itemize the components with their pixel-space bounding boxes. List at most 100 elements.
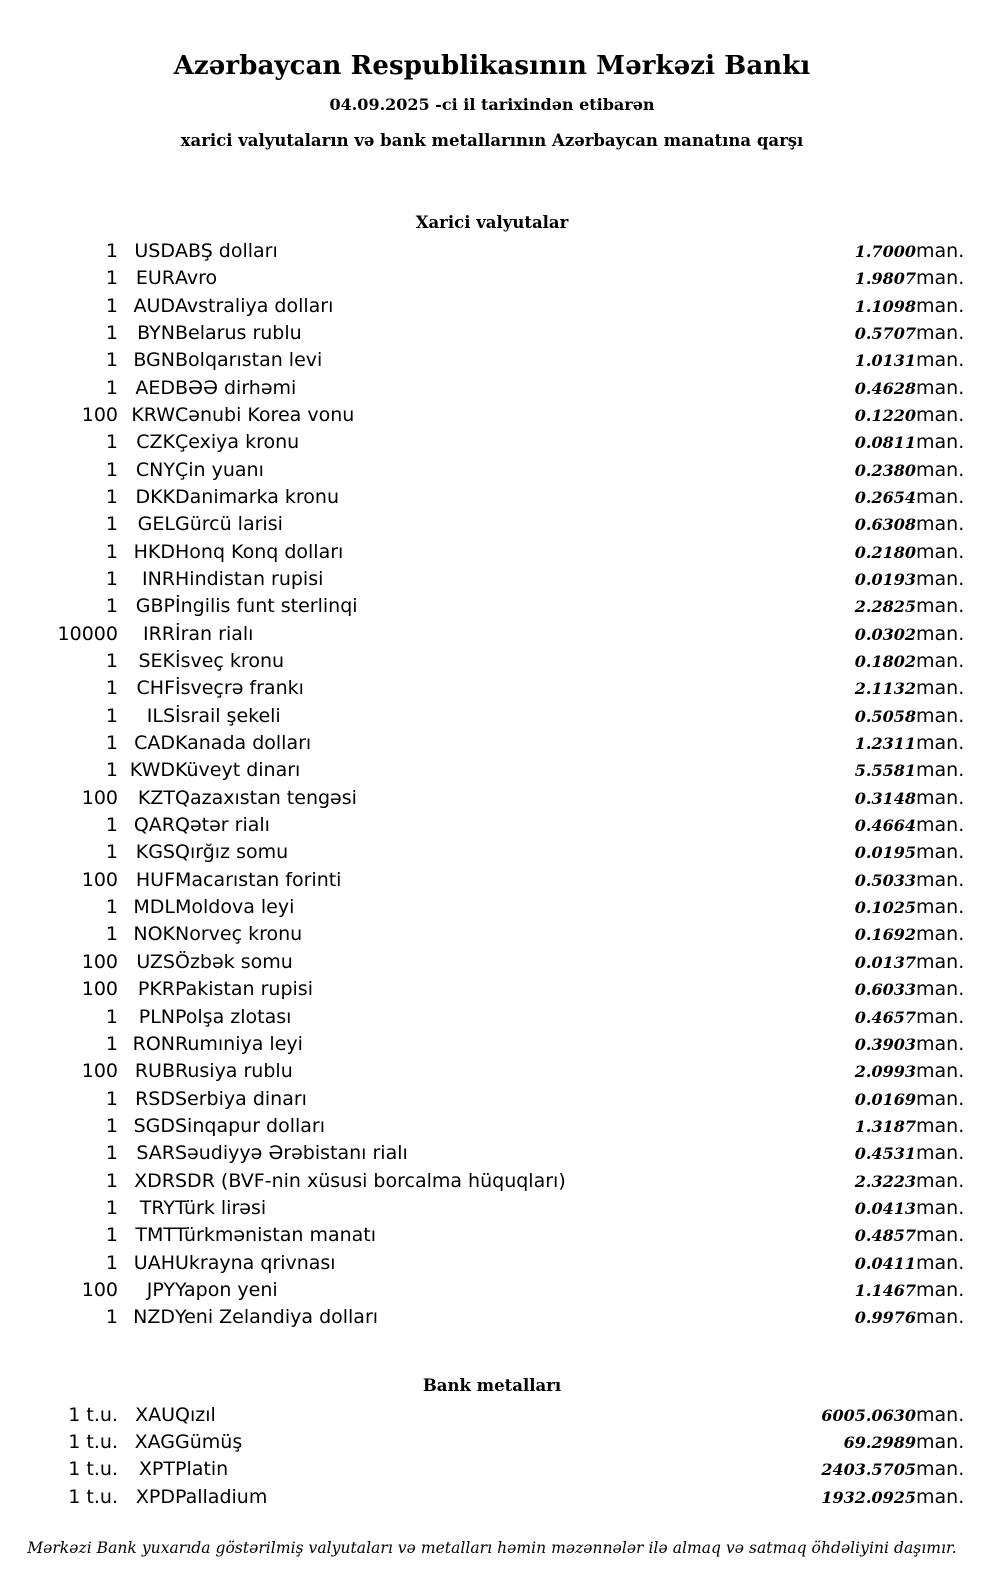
currency-quantity: 1 <box>105 732 118 755</box>
currency-code: MDL <box>133 896 175 919</box>
currency-unit: man. <box>916 513 965 536</box>
currency-quantity: 1 t.u. <box>68 1430 118 1453</box>
currency-unit: man. <box>916 732 965 755</box>
currency-row: 1 GEL Gürcü larisi 0.6308 man. <box>0 513 984 540</box>
currency-rate: 1.3187 <box>854 1116 916 1136</box>
currency-rate: 0.0811 <box>854 433 916 453</box>
bank-title: Azərbaycan Respublikasının Mərkəzi Bankı <box>173 51 811 81</box>
currency-quantity: 1 <box>105 568 118 590</box>
currency-name: Cənubi Korea vonu <box>175 403 355 426</box>
currency-unit: man. <box>916 814 965 837</box>
currency-quantity: 1 <box>105 540 118 563</box>
currency-name: Qazaxıstan tengəsi <box>175 786 357 809</box>
currency-unit: man. <box>916 458 965 481</box>
currency-code: HUF <box>135 868 175 891</box>
currency-unit: man. <box>916 1430 965 1453</box>
currency-code: BGN <box>133 349 175 372</box>
currency-unit: man. <box>916 1306 965 1329</box>
currency-code: JPY <box>146 1278 175 1301</box>
currency-quantity: 1 t.u. <box>68 1458 118 1481</box>
currency-quantity: 1 <box>105 650 118 673</box>
currency-row: 100 RUB Rusiya rublu 2.0993 man. <box>0 1060 984 1087</box>
currency-quantity: 1 <box>105 1306 118 1329</box>
currency-name: Səudiyyə Ərəbistanı rialı <box>175 1142 408 1165</box>
currency-row: 1 EUR Avro 1.9807 man. <box>0 267 984 294</box>
currency-rate: 1.1098 <box>854 296 916 316</box>
currency-name: Avstraliya dolları <box>175 294 334 317</box>
currency-code: UZS <box>136 950 175 973</box>
currency-rate: 2.2825 <box>854 597 916 617</box>
currency-row: 100 PKR Pakistan rupisi 0.6033 man. <box>0 978 984 1005</box>
currency-quantity: 1 <box>105 923 118 946</box>
currency-row: 1 XDR SDR (BVF-nin xüsusi borcalma hüquqla… <box>0 1170 984 1197</box>
currency-quantity: 1 <box>105 1251 118 1274</box>
currency-quantity: 1 <box>105 1196 118 1219</box>
currency-rate: 0.0195 <box>854 843 916 863</box>
currency-name: Ukrayna qrivnası <box>175 1251 336 1274</box>
currency-name: Türk lirəsi <box>175 1196 267 1219</box>
currency-unit: man. <box>916 431 965 454</box>
currency-unit: man. <box>916 950 965 973</box>
currency-rate: 1.1467 <box>854 1280 916 1300</box>
currency-name: Palladium <box>175 1485 268 1508</box>
currency-rate: 0.0413 <box>854 1198 916 1218</box>
currency-code: SGD <box>133 1114 175 1137</box>
currency-row: 1 SEK İsveç kronu 0.1802 man. <box>0 650 984 677</box>
currency-rate: 69.2989 <box>843 1432 916 1452</box>
currency-row: 1 CZK Çexiya kronu 0.0811 man. <box>0 431 984 458</box>
currency-code: CZK <box>136 431 175 454</box>
currency-row: 1 CNY Çin yuanı 0.2380 man. <box>0 459 984 486</box>
currency-rate: 0.0411 <box>854 1253 916 1273</box>
currency-name: BƏƏ dirhəmi <box>175 376 297 399</box>
currency-name: Moldova leyi <box>175 896 295 919</box>
currency-rate: 1932.0925 <box>821 1487 916 1507</box>
currency-unit: man. <box>916 1087 965 1110</box>
currency-code: GBP <box>135 595 175 618</box>
effective-date-line: 04.09.2025 -ci il tarixindən etibarən <box>329 94 655 114</box>
currency-code: GEL <box>137 513 175 536</box>
currency-unit: man. <box>916 294 965 317</box>
currency-rate: 0.0193 <box>854 570 916 589</box>
currency-row: 100 HUF Macarıstan forinti 0.5033 man. <box>0 869 984 896</box>
currency-row: 1 SAR Səudiyyə Ərəbistanı rialı 0.4531 man. <box>0 1142 984 1169</box>
currency-unit: man. <box>916 841 965 864</box>
currency-rate: 0.1025 <box>854 898 916 918</box>
currency-quantity: 1 <box>105 1005 118 1028</box>
currency-code: XAG <box>134 1430 175 1453</box>
currency-unit: man. <box>916 1114 965 1137</box>
metal-row: 1 t.u. XAU Qızıl 6005.0630 man. <box>0 1404 984 1431</box>
currency-name: Qırğız somu <box>175 841 289 864</box>
currency-code: INR <box>141 568 175 590</box>
currency-unit: man. <box>916 1032 965 1055</box>
currency-rate: 0.3903 <box>854 1034 916 1054</box>
currency-name: Platin <box>175 1458 229 1481</box>
currency-row: 1 INR Hindistan rupisi 0.0193 man. <box>0 568 984 595</box>
currency-rate: 1.0131 <box>854 351 916 371</box>
currency-code: SAR <box>136 1142 175 1165</box>
currency-quantity: 1 <box>105 513 118 536</box>
currency-quantity: 1 <box>105 841 118 864</box>
currency-code: NOK <box>133 923 175 946</box>
currency-name: İngilis funt sterlinqi <box>175 595 358 618</box>
currency-quantity: 10000 <box>57 622 118 645</box>
currency-row: 1 KGS Qırğız somu 0.0195 man. <box>0 841 984 868</box>
currency-name: İsveç kronu <box>175 650 285 673</box>
metal-row: 1 t.u. XPD Palladium 1932.0925 man. <box>0 1486 984 1513</box>
currency-unit: man. <box>916 568 965 590</box>
currency-code: KRW <box>131 403 175 426</box>
bank-metals-heading: Bank metalları <box>422 1375 562 1395</box>
currency-code: UAH <box>133 1251 175 1274</box>
currency-unit: man. <box>916 868 965 891</box>
currency-name: Polşa zlotası <box>175 1005 292 1028</box>
currency-name: Serbiya dinarı <box>175 1087 307 1110</box>
currency-name: Avro <box>175 267 218 290</box>
currency-quantity: 1 <box>105 376 118 399</box>
currency-code: KGS <box>135 841 175 864</box>
currency-unit: man. <box>916 1278 965 1301</box>
currency-row: 1 NZD Yeni Zelandiya dolları 0.9976 man. <box>0 1306 984 1333</box>
currency-code: AUD <box>133 294 175 317</box>
foreign-currencies-heading: Xarici valyutalar <box>415 212 569 232</box>
currency-name: Hindistan rupisi <box>175 568 324 590</box>
currency-code: ILS <box>146 704 175 727</box>
currency-code: PKR <box>137 978 175 1001</box>
